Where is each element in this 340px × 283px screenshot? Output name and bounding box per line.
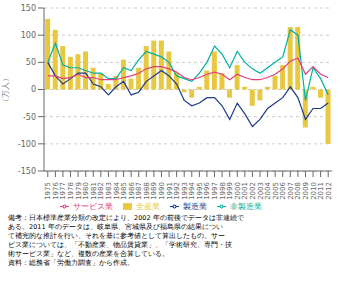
svg-text:-100: -100: [18, 140, 36, 149]
svg-text:2006: 2006: [279, 182, 288, 200]
svg-text:1984: 1984: [112, 182, 121, 200]
svg-text:2002: 2002: [248, 182, 257, 200]
svg-text:2011: 2011: [317, 182, 326, 200]
html-text:製造業: 製造業: [183, 202, 207, 211]
svg-text:1981: 1981: [89, 182, 98, 200]
html-text:全産業: 全産業: [136, 202, 160, 211]
svg-text:2010: 2010: [309, 182, 318, 200]
svg-text:1983: 1983: [104, 182, 113, 200]
svg-text:-150: -150: [18, 167, 36, 176]
svg-text:1995: 1995: [195, 182, 204, 200]
html-text:サービス業: サービス業: [73, 202, 113, 211]
svg-text:1997: 1997: [211, 182, 219, 200]
html-text:ビス業については、「不動産業、物品賃貸業」、「学術研究、専門: ビス業については、「不動産業、物品賃貸業」、「学術研究、専門・技: [8, 241, 232, 250]
svg-text:2000: 2000: [233, 182, 242, 200]
svg-text:2012: 2012: [325, 182, 332, 200]
html-text:備考：日本標準産業分類の改定により、2002 年の前後でデー: 備考：日本標準産業分類の改定により、2002 年の前後でデータは非連続で: [8, 214, 244, 222]
svg-text:2007: 2007: [286, 182, 295, 200]
svg-text:1999: 1999: [226, 182, 235, 200]
svg-text:1979: 1979: [74, 182, 83, 200]
svg-text:-50: -50: [23, 113, 36, 122]
html-text:ある。2011 年のデータは、岐阜県、宮城県及び福島県の結果: ある。2011 年のデータは、岐阜県、宮城県及び福島県の結果につい: [8, 223, 223, 232]
svg-text:1991: 1991: [165, 182, 174, 200]
svg-text:2005: 2005: [271, 182, 280, 200]
svg-text:1994: 1994: [188, 182, 197, 200]
svg-text:1987: 1987: [135, 182, 144, 200]
html-text:非製造業: 非製造業: [230, 202, 262, 211]
svg-text:2001: 2001: [241, 182, 250, 200]
html-text:資料：総務省「労働力調査」から作成。: 資料：総務省「労働力調査」から作成。: [8, 259, 134, 268]
svg-text:1996: 1996: [203, 182, 212, 200]
svg-text:1993: 1993: [180, 182, 189, 200]
svg-text:100: 100: [21, 31, 36, 40]
svg-text:1989: 1989: [150, 182, 159, 200]
svg-text:1988: 1988: [142, 182, 151, 200]
svg-text:1990: 1990: [158, 182, 166, 200]
svg-text:1985: 1985: [120, 182, 129, 200]
svg-text:150: 150: [21, 4, 36, 13]
html-text:術サービス業」など、複数の産業を合算している。: 術サービス業」など、複数の産業を合算している。: [8, 250, 169, 259]
svg-text:0: 0: [31, 85, 36, 94]
svg-text:1976: 1976: [51, 182, 60, 200]
svg-text:1978: 1978: [67, 182, 75, 200]
svg-text:1980: 1980: [82, 182, 91, 200]
svg-text:（万人）: （万人）: [8, 74, 10, 106]
svg-text:1982: 1982: [97, 182, 106, 200]
svg-text:1998: 1998: [218, 182, 227, 200]
svg-text:2004: 2004: [264, 182, 273, 200]
html-text:て補完的な推計を行い、それを基に参考値として算出したもの。サ: て補完的な推計を行い、それを基に参考値として算出したもの。サー: [8, 232, 225, 241]
svg-text:1975: 1975: [44, 182, 53, 200]
svg-text:2003: 2003: [256, 182, 265, 200]
svg-text:2008: 2008: [294, 182, 303, 200]
svg-text:1992: 1992: [173, 182, 182, 200]
svg-text:1977: 1977: [59, 182, 68, 200]
svg-text:50: 50: [26, 58, 36, 67]
svg-text:2009: 2009: [302, 182, 310, 200]
svg-text:1986: 1986: [127, 182, 136, 200]
